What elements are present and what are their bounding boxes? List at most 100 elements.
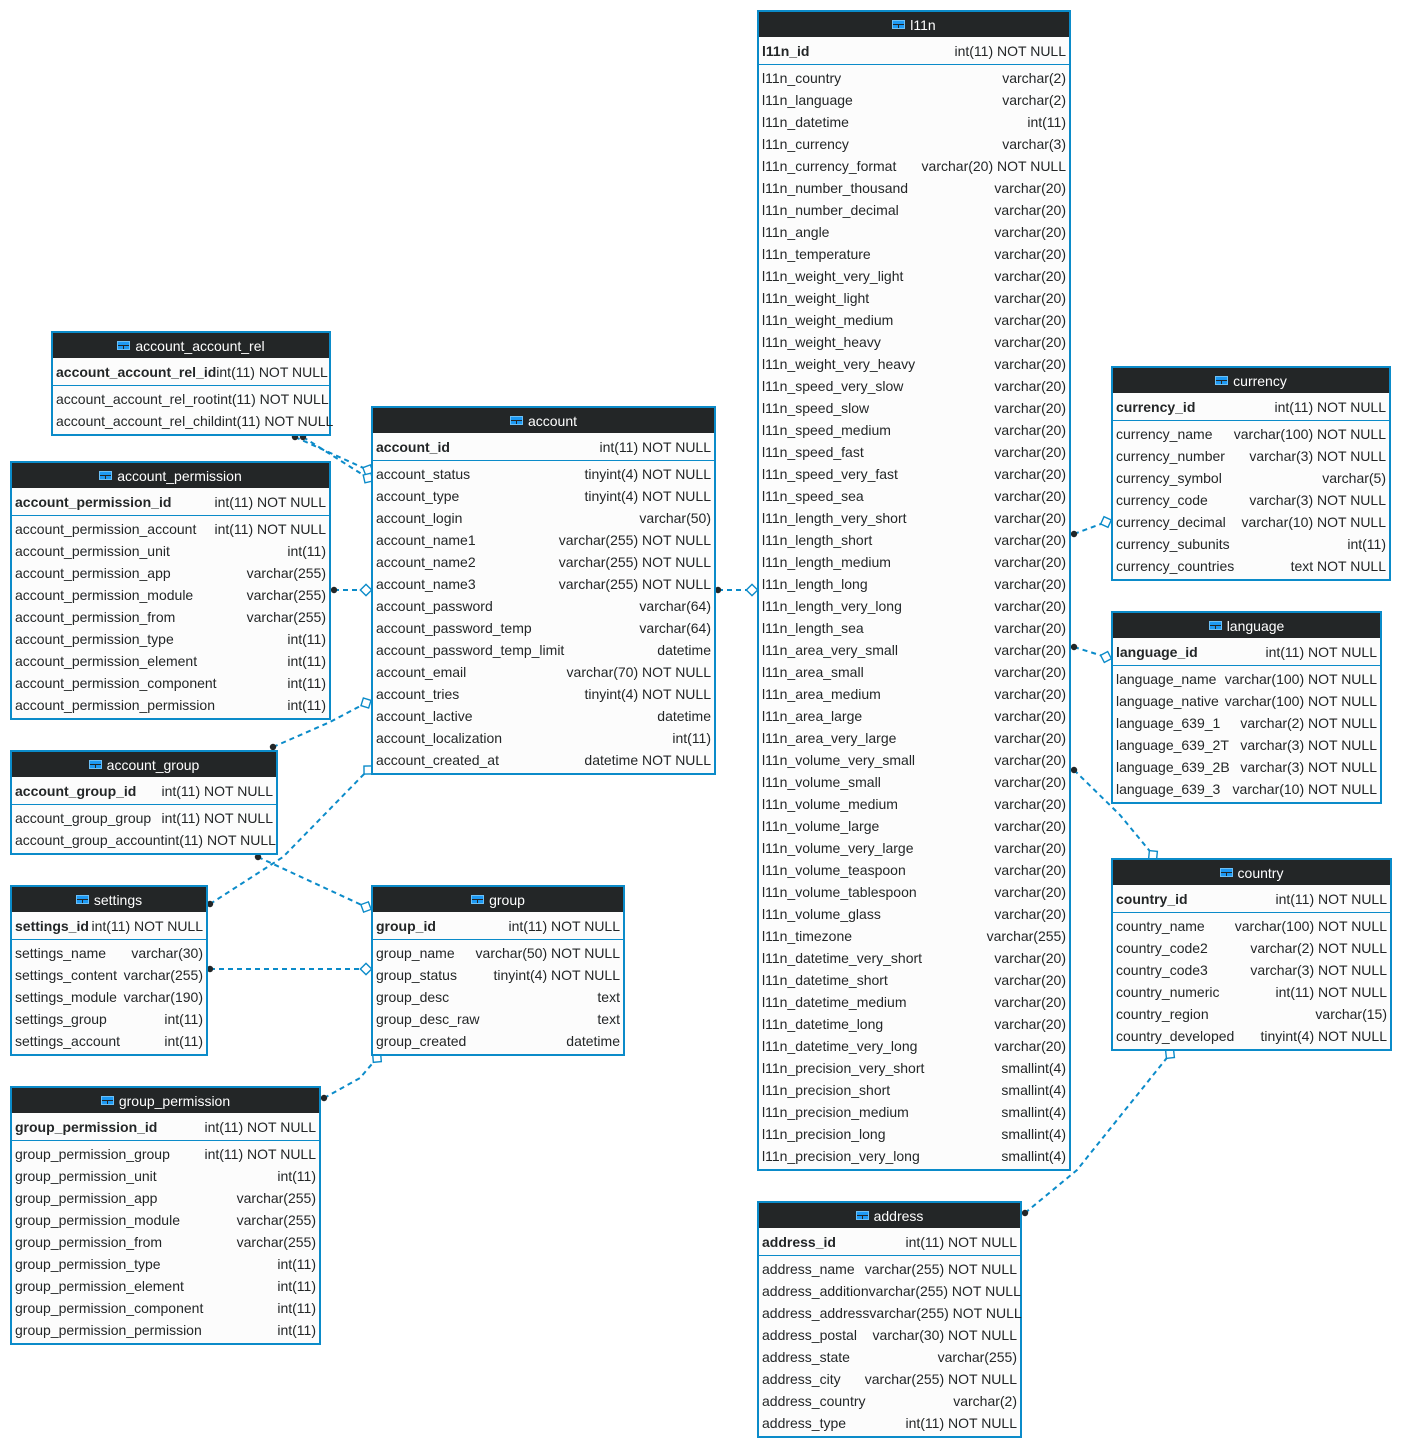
column-row[interactable]: l11n_country varchar(2) — [759, 67, 1069, 89]
column-row[interactable]: l11n_number_decimal varchar(20) — [759, 199, 1069, 221]
table-account[interactable]: account account_id int(11) NOT NULL account… — [371, 406, 716, 775]
column-row[interactable]: l11n_weight_very_light varchar(20) — [759, 265, 1069, 287]
column-row[interactable]: l11n_language varchar(2) — [759, 89, 1069, 111]
table-header[interactable]: language — [1113, 613, 1380, 638]
column-row[interactable]: account_name2 varchar(255) NOT NULL — [373, 551, 714, 573]
column-row[interactable]: l11n_precision_very_short smallint(4) — [759, 1057, 1069, 1079]
column-row[interactable]: l11n_speed_slow varchar(20) — [759, 397, 1069, 419]
primary-key-row[interactable]: account_id int(11) NOT NULL — [373, 433, 714, 461]
table-header[interactable]: account_account_rel — [53, 333, 329, 358]
table-header[interactable]: group — [373, 887, 623, 912]
column-row[interactable]: l11n_datetime_short varchar(20) — [759, 969, 1069, 991]
column-row[interactable]: account_permission_account int(11) NOT NU… — [12, 518, 329, 540]
column-row[interactable]: language_639_3 varchar(10) NOT NULL — [1113, 778, 1380, 800]
column-row[interactable]: l11n_weight_very_heavy varchar(20) — [759, 353, 1069, 375]
column-row[interactable]: language_639_2B varchar(3) NOT NULL — [1113, 756, 1380, 778]
column-row[interactable]: group_status tinyint(4) NOT NULL — [373, 964, 623, 986]
column-row[interactable]: account_permission_element int(11) — [12, 650, 329, 672]
column-row[interactable]: currency_countries text NOT NULL — [1113, 555, 1389, 577]
link-account-l11n[interactable] — [714, 583, 759, 597]
link-settings-group[interactable] — [206, 962, 373, 976]
primary-key-row[interactable]: group_permission_id int(11) NOT NULL — [12, 1113, 319, 1141]
column-row[interactable]: l11n_currency varchar(3) — [759, 133, 1069, 155]
link-account_group-group[interactable] — [254, 853, 373, 914]
column-row[interactable]: l11n_length_very_short varchar(20) — [759, 507, 1069, 529]
table-country[interactable]: country country_id int(11) NOT NULL country… — [1111, 858, 1392, 1051]
column-row[interactable]: address_state varchar(255) — [759, 1346, 1020, 1368]
column-row[interactable]: l11n_precision_long smallint(4) — [759, 1123, 1069, 1145]
column-row[interactable]: l11n_area_medium varchar(20) — [759, 683, 1069, 705]
column-row[interactable]: currency_decimal varchar(10) NOT NULL — [1113, 511, 1389, 533]
column-row[interactable]: l11n_area_large varchar(20) — [759, 705, 1069, 727]
column-row[interactable]: l11n_volume_teaspoon varchar(20) — [759, 859, 1069, 881]
column-row[interactable]: account_group_account int(11) NOT NULL — [12, 829, 276, 851]
column-row[interactable]: address_addition varchar(255) NOT NULL — [759, 1280, 1021, 1302]
column-row[interactable]: l11n_weight_medium varchar(20) — [759, 309, 1069, 331]
table-header[interactable]: l11n — [759, 12, 1069, 37]
column-row[interactable]: settings_account int(11) — [12, 1030, 206, 1052]
column-row[interactable]: address_postal varchar(30) NOT NULL — [759, 1324, 1020, 1346]
column-row[interactable]: group_desc_raw text — [373, 1008, 623, 1030]
column-row[interactable]: address_city varchar(255) NOT NULL — [759, 1368, 1020, 1390]
column-row[interactable]: l11n_volume_very_large varchar(20) — [759, 837, 1069, 859]
table-address[interactable]: address address_id int(11) NOT NULL address… — [757, 1201, 1022, 1438]
column-row[interactable]: group_permission_component int(11) — [12, 1297, 319, 1319]
column-row[interactable]: language_639_1 varchar(2) NOT NULL — [1113, 712, 1380, 734]
table-account_permission[interactable]: account_permission account_permission_id i… — [10, 461, 331, 720]
column-row[interactable]: l11n_length_medium varchar(20) — [759, 551, 1069, 573]
column-row[interactable]: l11n_volume_small varchar(20) — [759, 771, 1069, 793]
column-row[interactable]: l11n_weight_heavy varchar(20) — [759, 331, 1069, 353]
column-row[interactable]: account_tries tinyint(4) NOT NULL — [373, 683, 714, 705]
primary-key-row[interactable]: account_account_rel_id int(11) NOT NULL — [53, 358, 329, 386]
column-row[interactable]: l11n_datetime_long varchar(20) — [759, 1013, 1069, 1035]
column-row[interactable]: account_password_temp varchar(64) — [373, 617, 714, 639]
table-header[interactable]: country — [1113, 860, 1390, 885]
column-row[interactable]: language_native varchar(100) NOT NULL — [1113, 690, 1380, 712]
column-row[interactable]: group_created datetime — [373, 1030, 623, 1052]
link-settings-account[interactable] — [206, 765, 373, 908]
column-row[interactable]: l11n_volume_very_small varchar(20) — [759, 749, 1069, 771]
column-row[interactable]: address_type int(11) NOT NULL — [759, 1412, 1020, 1434]
table-group_permission[interactable]: group_permission group_permission_id int(1… — [10, 1086, 321, 1345]
column-row[interactable]: l11n_area_very_small varchar(20) — [759, 639, 1069, 661]
table-header[interactable]: account — [373, 408, 714, 433]
column-row[interactable]: l11n_datetime_very_short varchar(20) — [759, 947, 1069, 969]
column-row[interactable]: l11n_area_small varchar(20) — [759, 661, 1069, 683]
column-row[interactable]: account_status tinyint(4) NOT NULL — [373, 463, 714, 485]
table-header[interactable]: group_permission — [12, 1088, 319, 1113]
column-row[interactable]: group_name varchar(50) NOT NULL — [373, 942, 623, 964]
column-row[interactable]: l11n_currency_format varchar(20) NOT NULL — [759, 155, 1069, 177]
column-row[interactable]: country_name varchar(100) NOT NULL — [1113, 915, 1390, 937]
link-account_group-account[interactable] — [269, 697, 372, 751]
column-row[interactable]: l11n_precision_medium smallint(4) — [759, 1101, 1069, 1123]
column-row[interactable]: account_lactive datetime — [373, 705, 714, 727]
link-group_permission-group[interactable] — [320, 1052, 383, 1102]
column-row[interactable]: l11n_number_thousand varchar(20) — [759, 177, 1069, 199]
column-row[interactable]: currency_name varchar(100) NOT NULL — [1113, 423, 1389, 445]
column-row[interactable]: l11n_speed_fast varchar(20) — [759, 441, 1069, 463]
column-row[interactable]: l11n_length_short varchar(20) — [759, 529, 1069, 551]
column-row[interactable]: language_name varchar(100) NOT NULL — [1113, 668, 1380, 690]
column-row[interactable]: country_developed tinyint(4) NOT NULL — [1113, 1025, 1390, 1047]
link-account_account_rel-child[interactable] — [299, 433, 374, 484]
column-row[interactable]: l11n_speed_medium varchar(20) — [759, 419, 1069, 441]
column-row[interactable]: l11n_precision_short smallint(4) — [759, 1079, 1069, 1101]
column-row[interactable]: account_created_at datetime NOT NULL — [373, 749, 714, 771]
column-row[interactable]: currency_subunits int(11) — [1113, 533, 1389, 555]
primary-key-row[interactable]: settings_id int(11) NOT NULL — [12, 912, 206, 940]
table-l11n[interactable]: l11n l11n_id int(11) NOT NULL l11n_country v… — [757, 10, 1071, 1171]
column-row[interactable]: group_permission_unit int(11) — [12, 1165, 319, 1187]
column-row[interactable]: group_permission_type int(11) — [12, 1253, 319, 1275]
column-row[interactable]: currency_symbol varchar(5) — [1113, 467, 1389, 489]
column-row[interactable]: settings_group int(11) — [12, 1008, 206, 1030]
column-row[interactable]: l11n_speed_sea varchar(20) — [759, 485, 1069, 507]
column-row[interactable]: group_permission_group int(11) NOT NULL — [12, 1143, 319, 1165]
primary-key-row[interactable]: account_group_id int(11) NOT NULL — [12, 777, 276, 805]
link-address-country[interactable] — [1021, 1048, 1176, 1217]
column-row[interactable]: account_email varchar(70) NOT NULL — [373, 661, 714, 683]
table-currency[interactable]: currency currency_id int(11) NOT NULL curre… — [1111, 366, 1391, 581]
column-row[interactable]: country_region varchar(15) — [1113, 1003, 1390, 1025]
column-row[interactable]: currency_code varchar(3) NOT NULL — [1113, 489, 1389, 511]
column-row[interactable]: address_country varchar(2) — [759, 1390, 1020, 1412]
column-row[interactable]: account_permission_from varchar(255) — [12, 606, 329, 628]
